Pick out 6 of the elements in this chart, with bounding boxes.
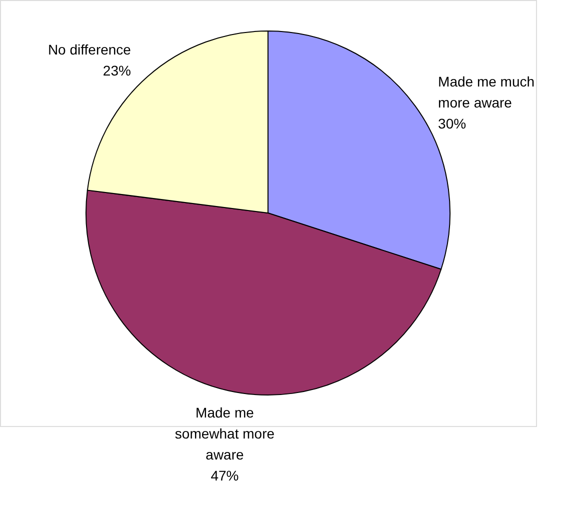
slice-label: Made me much more aware	[438, 73, 535, 110]
slice-label: No difference	[48, 42, 132, 58]
slice-label: Made me somewhat more aware	[174, 404, 275, 463]
data-label: 30%	[438, 115, 466, 132]
data-label: 23%	[102, 62, 131, 79]
data-label: 47%	[210, 468, 239, 484]
